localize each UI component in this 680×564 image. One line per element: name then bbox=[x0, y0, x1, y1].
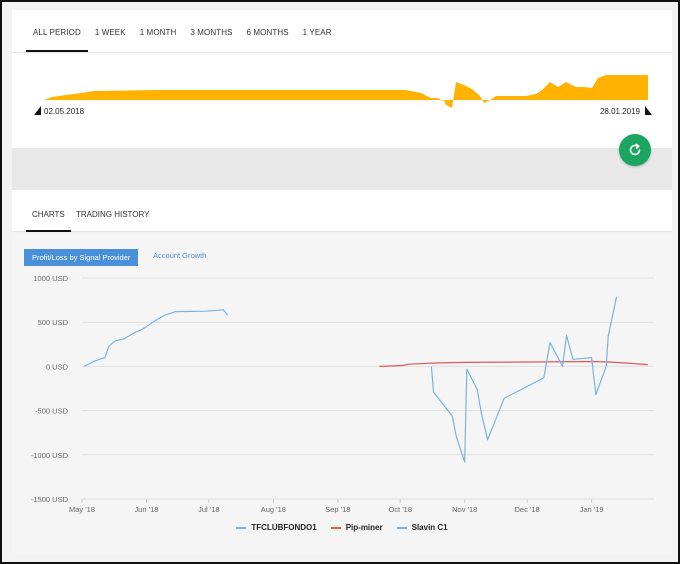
tab-1-year[interactable]: 1 YEAR bbox=[302, 28, 332, 37]
x-tick-label: Jan '19 bbox=[580, 505, 604, 514]
tab-1-month[interactable]: 1 MONTH bbox=[139, 28, 177, 37]
x-tick-label: Sep '18 bbox=[325, 505, 350, 514]
x-tick-label: Nov '18 bbox=[452, 505, 477, 514]
range-start-handle[interactable] bbox=[34, 106, 41, 115]
x-tick-label: Dec '18 bbox=[515, 505, 540, 514]
account-growth-mode-link[interactable]: Account Growth bbox=[153, 251, 207, 260]
refresh-button[interactable] bbox=[619, 134, 651, 166]
range-start-date: 02.05.2018 bbox=[44, 107, 85, 116]
series-line-slavin-c1 bbox=[430, 296, 618, 463]
x-tick-label: May '18 bbox=[69, 505, 95, 514]
y-tick-label: -1000 USD bbox=[31, 451, 69, 460]
y-tick-label: 0 USD bbox=[46, 362, 69, 371]
tab-3-months[interactable]: 3 MONTHS bbox=[190, 28, 233, 37]
legend-label: TFCLUBFONDO1 bbox=[251, 523, 317, 532]
range-selector-chart[interactable] bbox=[36, 62, 648, 108]
legend-item-pip-miner[interactable]: Pip-miner bbox=[330, 523, 383, 532]
period-panel: ALL PERIOD 1 WEEK 1 MONTH 3 MONTHS 6 MON… bbox=[12, 10, 672, 148]
range-end-date: 28.01.2019 bbox=[599, 107, 640, 116]
x-tick-label: Aug '18 bbox=[261, 505, 286, 514]
tab-trading-history[interactable]: TRADING HISTORY bbox=[76, 210, 150, 219]
y-tick-label: 500 USD bbox=[38, 318, 69, 327]
x-tick-label: Jul '18 bbox=[198, 505, 219, 514]
chart-legend: TFCLUBFONDO1 Pip-miner Slavin C1 bbox=[12, 523, 672, 532]
y-tick-label: 1000 USD bbox=[33, 274, 68, 283]
legend-swatch bbox=[236, 526, 247, 529]
chart-panel: Profit/Loss by Signal Provider Account G… bbox=[12, 233, 672, 553]
legend-item-tfclubfondo1[interactable]: TFCLUBFONDO1 bbox=[236, 523, 317, 532]
tab-all-period[interactable]: ALL PERIOD bbox=[26, 10, 88, 52]
legend-label: Slavin C1 bbox=[411, 523, 448, 532]
period-tabs: ALL PERIOD 1 WEEK 1 MONTH 3 MONTHS 6 MON… bbox=[26, 10, 339, 52]
legend-swatch bbox=[330, 526, 341, 529]
x-tick-label: Jun '18 bbox=[135, 505, 159, 514]
profit-loss-chart: 1000 USD 500 USD 0 USD -500 USD -1000 USD -15… bbox=[31, 274, 654, 514]
tab-6-months[interactable]: 6 MONTHS bbox=[246, 28, 289, 37]
legend-swatch bbox=[396, 526, 407, 529]
y-tick-label: -1500 USD bbox=[31, 495, 69, 504]
y-tick-label: -500 USD bbox=[35, 407, 69, 416]
tab-1-week[interactable]: 1 WEEK bbox=[94, 28, 126, 37]
range-area bbox=[36, 75, 648, 108]
refresh-icon bbox=[629, 143, 641, 156]
series-line-tfclubfondo1 bbox=[83, 309, 229, 367]
profit-loss-mode-button[interactable]: Profit/Loss by Signal Provider bbox=[24, 249, 139, 266]
series-line-pip-miner bbox=[379, 360, 648, 367]
x-tick-label: Oct '18 bbox=[388, 505, 412, 514]
separator-band bbox=[12, 148, 672, 190]
period-divider bbox=[12, 52, 672, 53]
legend-item-slavin-c1[interactable]: Slavin C1 bbox=[396, 523, 448, 532]
chart-tabs: CHARTS TRADING HISTORY bbox=[12, 190, 672, 232]
legend-label: Pip-miner bbox=[345, 523, 383, 532]
range-end-handle[interactable] bbox=[645, 106, 652, 115]
tab-charts[interactable]: CHARTS bbox=[26, 190, 71, 232]
